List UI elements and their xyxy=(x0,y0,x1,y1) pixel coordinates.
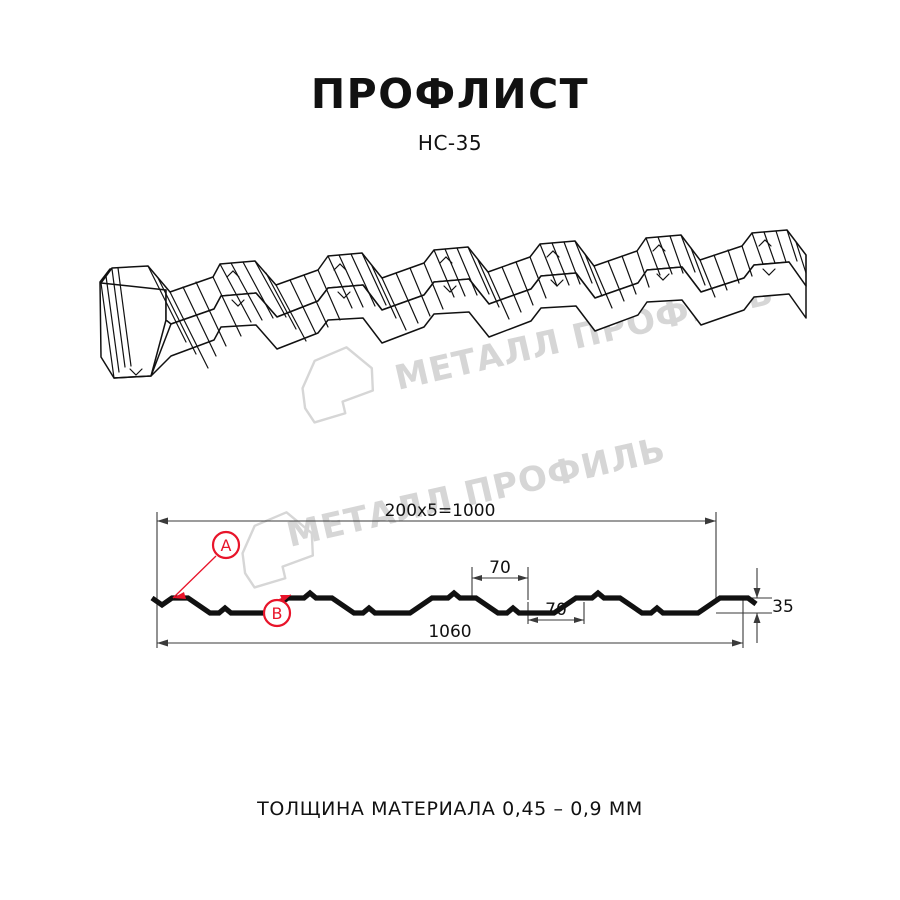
dimension-pitch-total: 200x5=1000 xyxy=(157,501,716,525)
dimension-pitch-total-label: 200x5=1000 xyxy=(385,501,496,521)
extension-lines xyxy=(156,512,772,648)
iso-lower-flange-band xyxy=(113,261,807,379)
callout-a-leader xyxy=(172,555,217,599)
callout-a: A xyxy=(172,530,241,599)
iso-web-fold-lines xyxy=(147,229,807,369)
watermark-bottom-text: МЕТАЛЛ ПРОФИЛЬ xyxy=(283,430,670,556)
profile-model-label: НС-35 xyxy=(417,131,483,155)
dimension-profile-height: 35 xyxy=(753,568,794,643)
dimension-overall-width-label: 1060 xyxy=(428,622,471,642)
iso-end-fold-lines xyxy=(100,267,132,379)
iso-stiffener-notches xyxy=(129,239,776,376)
dimension-profile-height-label: 35 xyxy=(772,597,794,617)
material-thickness-note: ТОЛЩИНА МАТЕРИАЛА 0,45 – 0,9 ММ xyxy=(257,798,643,820)
title-block: ПРОФЛИСТ НС-35 xyxy=(0,70,900,156)
cross-section-view: 200x5=1000 70 70 1060 xyxy=(150,501,794,648)
callout-a-circle xyxy=(211,530,241,560)
dimension-crest-width: 70 xyxy=(472,558,528,581)
isometric-sheet-view xyxy=(99,229,807,379)
metall-profil-logo-icon-2 xyxy=(241,511,315,589)
dimension-overall-width: 1060 xyxy=(157,622,743,647)
profile-section-path xyxy=(150,589,758,616)
metall-profil-logo-icon xyxy=(301,346,375,424)
page-title: ПРОФЛИСТ xyxy=(310,70,590,118)
callout-b-circle xyxy=(262,598,292,628)
callout-a-arrow xyxy=(173,592,186,599)
callout-b-label: B xyxy=(272,604,283,623)
callout-a-label: A xyxy=(221,536,232,555)
dimension-crest-width-label: 70 xyxy=(489,558,511,578)
callout-b: B xyxy=(262,594,292,628)
